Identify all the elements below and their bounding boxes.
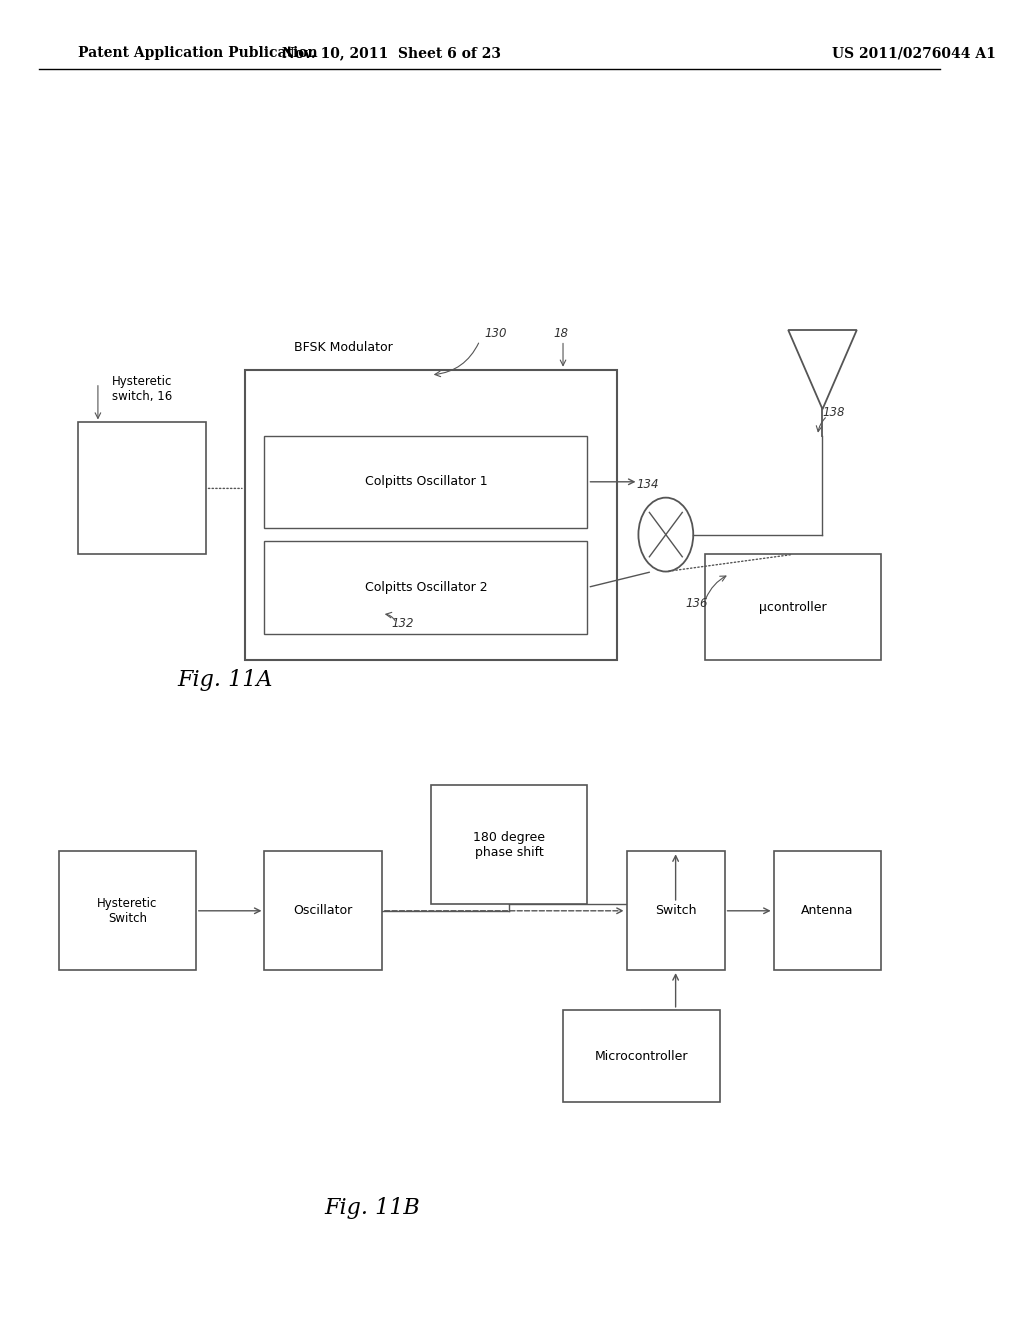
Text: 132: 132 bbox=[391, 616, 414, 630]
FancyBboxPatch shape bbox=[78, 422, 206, 554]
Text: Fig. 11A: Fig. 11A bbox=[177, 669, 273, 692]
Text: 134: 134 bbox=[637, 478, 659, 491]
Text: 130: 130 bbox=[484, 326, 507, 339]
Text: Switch: Switch bbox=[655, 904, 696, 917]
Text: Oscillator: Oscillator bbox=[294, 904, 352, 917]
FancyBboxPatch shape bbox=[431, 785, 588, 904]
FancyBboxPatch shape bbox=[58, 851, 196, 970]
Text: 136: 136 bbox=[685, 597, 708, 610]
FancyBboxPatch shape bbox=[264, 851, 382, 970]
Text: 18: 18 bbox=[553, 326, 568, 339]
Text: Nov. 10, 2011  Sheet 6 of 23: Nov. 10, 2011 Sheet 6 of 23 bbox=[283, 46, 501, 61]
FancyBboxPatch shape bbox=[627, 851, 725, 970]
Text: Hysteretic
Switch: Hysteretic Switch bbox=[97, 896, 158, 925]
FancyBboxPatch shape bbox=[264, 436, 588, 528]
Text: 138: 138 bbox=[822, 405, 845, 418]
Text: BFSK Modulator: BFSK Modulator bbox=[294, 341, 392, 354]
Text: Colpitts Oscillator 2: Colpitts Oscillator 2 bbox=[365, 581, 487, 594]
Text: Fig. 11B: Fig. 11B bbox=[325, 1197, 420, 1220]
FancyBboxPatch shape bbox=[245, 370, 616, 660]
FancyBboxPatch shape bbox=[705, 554, 882, 660]
FancyBboxPatch shape bbox=[563, 1010, 720, 1102]
Text: μcontroller: μcontroller bbox=[760, 601, 827, 614]
Text: Patent Application Publication: Patent Application Publication bbox=[78, 46, 318, 61]
FancyBboxPatch shape bbox=[773, 851, 882, 970]
Text: Antenna: Antenna bbox=[801, 904, 854, 917]
FancyBboxPatch shape bbox=[264, 541, 588, 634]
Text: 180 degree
phase shift: 180 degree phase shift bbox=[473, 830, 545, 859]
Text: Microcontroller: Microcontroller bbox=[595, 1049, 688, 1063]
Text: US 2011/0276044 A1: US 2011/0276044 A1 bbox=[833, 46, 996, 61]
Text: Colpitts Oscillator 1: Colpitts Oscillator 1 bbox=[365, 475, 487, 488]
Text: Hysteretic
switch, 16: Hysteretic switch, 16 bbox=[112, 375, 172, 403]
